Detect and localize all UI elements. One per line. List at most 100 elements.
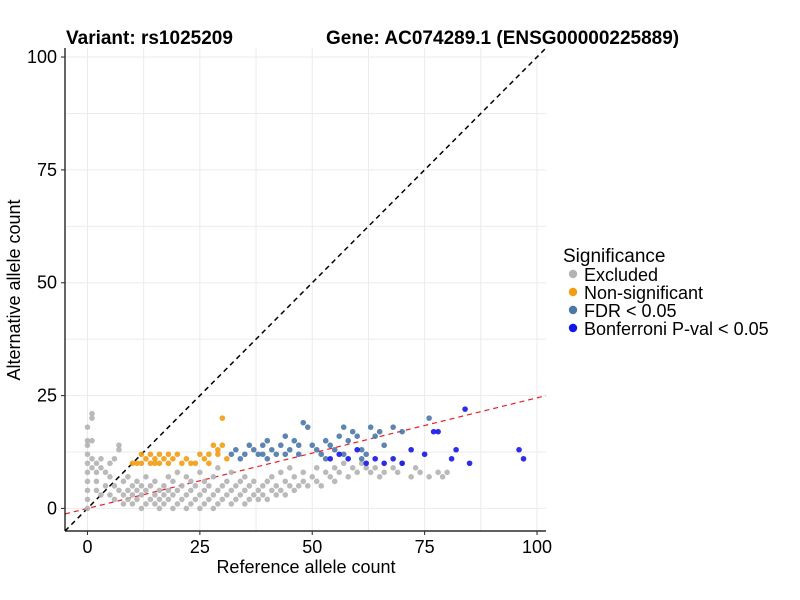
point-excluded xyxy=(111,483,118,489)
point-non-significant xyxy=(174,451,181,458)
point-excluded xyxy=(111,496,118,503)
point-excluded xyxy=(251,492,257,498)
point-fdr-0-05 xyxy=(372,433,378,440)
point-bonferroni-p-val-0-05 xyxy=(354,446,360,453)
point-excluded xyxy=(89,415,95,421)
point-excluded xyxy=(259,483,266,489)
point-excluded xyxy=(219,496,226,503)
point-excluded xyxy=(84,451,91,458)
point-fdr-0-05 xyxy=(331,446,338,453)
point-excluded xyxy=(363,465,369,471)
point-excluded xyxy=(215,501,221,507)
point-fdr-0-05 xyxy=(381,442,387,449)
point-excluded xyxy=(116,442,122,449)
y-tick-label: 75 xyxy=(37,160,57,180)
point-non-significant xyxy=(152,455,158,462)
point-fdr-0-05 xyxy=(354,433,360,440)
point-non-significant xyxy=(143,455,149,462)
point-excluded xyxy=(201,478,208,485)
point-excluded xyxy=(349,465,356,471)
point-excluded xyxy=(138,483,145,489)
point-non-significant xyxy=(206,451,212,458)
point-excluded xyxy=(125,496,131,503)
point-excluded xyxy=(188,501,194,507)
point-bonferroni-p-val-0-05 xyxy=(435,428,441,435)
x-tick-label: 75 xyxy=(415,537,435,557)
point-excluded xyxy=(170,478,176,485)
point-non-significant xyxy=(152,460,158,467)
point-fdr-0-05 xyxy=(345,437,352,444)
point-excluded xyxy=(161,501,167,507)
legend-label-excluded: Excluded xyxy=(584,265,658,285)
point-excluded xyxy=(242,487,248,494)
point-excluded xyxy=(125,487,131,494)
point-bonferroni-p-val-0-05 xyxy=(466,460,473,467)
reference-line-identity xyxy=(64,47,547,532)
point-excluded xyxy=(228,487,235,494)
point-excluded xyxy=(174,469,181,476)
point-fdr-0-05 xyxy=(277,442,284,449)
point-bonferroni-p-val-0-05 xyxy=(448,455,455,462)
point-non-significant xyxy=(138,451,145,458)
legend-label-bonferroni: Bonferroni P-val < 0.05 xyxy=(584,319,769,339)
y-tick-label: 50 xyxy=(37,273,57,293)
point-excluded xyxy=(165,496,172,503)
point-bonferroni-p-val-0-05 xyxy=(520,455,527,462)
x-tick-label: 25 xyxy=(190,537,210,557)
point-excluded xyxy=(93,478,100,485)
point-excluded xyxy=(161,483,167,489)
point-excluded xyxy=(111,455,118,462)
point-excluded xyxy=(215,465,221,471)
point-excluded xyxy=(291,474,298,480)
point-excluded xyxy=(84,496,91,503)
point-excluded xyxy=(304,483,311,489)
point-excluded xyxy=(84,424,91,430)
point-excluded xyxy=(143,487,149,494)
point-excluded xyxy=(376,474,383,480)
point-excluded xyxy=(188,478,194,485)
point-bonferroni-p-val-0-05 xyxy=(363,460,369,467)
point-excluded xyxy=(219,483,226,489)
point-excluded xyxy=(138,505,145,512)
point-excluded xyxy=(354,469,360,476)
point-bonferroni-p-val-0-05 xyxy=(430,428,437,435)
point-excluded xyxy=(156,505,163,512)
point-non-significant xyxy=(161,455,167,462)
x-tick-label: 50 xyxy=(302,537,322,557)
point-excluded xyxy=(237,492,244,498)
point-excluded xyxy=(102,483,109,489)
point-fdr-0-05 xyxy=(322,455,329,462)
point-excluded xyxy=(286,465,293,471)
point-fdr-0-05 xyxy=(255,451,262,458)
point-excluded xyxy=(120,478,127,485)
point-excluded xyxy=(286,483,293,489)
point-excluded xyxy=(129,483,136,489)
point-non-significant xyxy=(170,455,176,462)
point-excluded xyxy=(255,487,262,494)
point-excluded xyxy=(251,478,257,485)
point-excluded xyxy=(129,492,136,498)
point-excluded xyxy=(134,496,140,503)
point-excluded xyxy=(268,474,275,480)
point-excluded xyxy=(156,496,163,503)
point-excluded xyxy=(277,469,284,476)
point-excluded xyxy=(93,469,100,476)
point-excluded xyxy=(242,501,248,507)
point-excluded xyxy=(197,505,203,512)
point-excluded xyxy=(210,505,217,512)
point-excluded xyxy=(331,465,338,471)
point-bonferroni-p-val-0-05 xyxy=(421,451,428,458)
point-excluded xyxy=(277,487,284,494)
point-fdr-0-05 xyxy=(304,424,311,430)
point-excluded xyxy=(394,469,401,476)
point-fdr-0-05 xyxy=(228,451,235,458)
point-fdr-0-05 xyxy=(264,437,271,444)
point-fdr-0-05 xyxy=(322,437,329,444)
point-excluded xyxy=(152,501,158,507)
point-bonferroni-p-val-0-05 xyxy=(453,446,459,453)
point-bonferroni-p-val-0-05 xyxy=(516,446,522,453)
point-non-significant xyxy=(179,460,185,467)
chart-title-gene: Gene: AC074289.1 (ENSG00000225889) xyxy=(326,28,679,49)
point-excluded xyxy=(84,478,91,485)
point-fdr-0-05 xyxy=(291,437,298,444)
